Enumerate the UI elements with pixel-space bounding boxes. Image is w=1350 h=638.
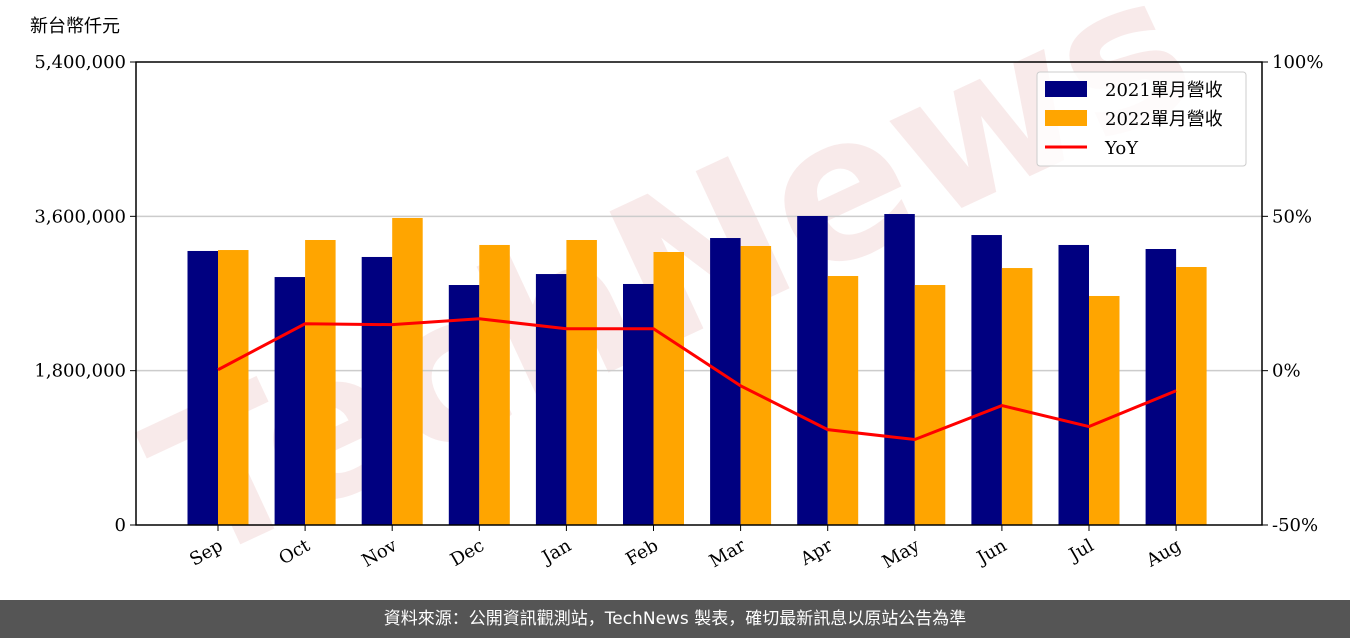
x-tick-label: Jul (1064, 535, 1098, 567)
x-tick-label: Feb (622, 535, 662, 570)
y-tick-label: 0 (115, 515, 126, 536)
x-tick-label: Apr (796, 535, 836, 570)
x-tick-label: Aug (1142, 535, 1185, 572)
legend-swatch (1045, 81, 1087, 97)
bar (274, 277, 306, 525)
bar (971, 235, 1002, 525)
bar (914, 285, 946, 525)
chart: 新台幣仟元 TechNews 01,800,0003,600,0005,400,… (30, 0, 1323, 600)
bar (566, 239, 597, 525)
y2-tick-label: 100% (1272, 52, 1323, 73)
legend-box (1036, 71, 1247, 167)
bar (797, 215, 828, 526)
bar (218, 250, 249, 525)
bar (305, 239, 336, 525)
bar (623, 283, 654, 525)
y2-tick-label: -50% (1272, 515, 1318, 536)
bar (392, 217, 423, 525)
bar (740, 245, 772, 525)
bar (1145, 249, 1177, 525)
x-tick-label: Jan (537, 535, 575, 569)
bar (361, 256, 393, 525)
legend-label: YoY (1104, 138, 1139, 159)
legend-swatch (1045, 110, 1087, 126)
y2-tick-label: 0% (1272, 361, 1301, 382)
bar (1058, 244, 1089, 525)
bar (653, 252, 684, 526)
bar (1176, 267, 1207, 525)
bar (479, 244, 510, 525)
y-tick-label: 5,400,000 (34, 52, 126, 73)
y-tick-label: 3,600,000 (34, 206, 126, 227)
y-tick-label: 1,800,000 (34, 361, 126, 382)
bar (187, 250, 218, 525)
x-tick-label: Dec (447, 535, 488, 571)
line (217, 317, 1177, 442)
legend-label: 2021單月營收 (1105, 80, 1223, 101)
plot-frame (135, 61, 1263, 526)
bar (827, 276, 859, 525)
y2-tick-label: 50% (1272, 206, 1312, 227)
footer: 資料來源：公開資訊觀測站，TechNews 製表，確切最新訊息以原站公告為準 (0, 600, 1350, 638)
y-axis-label: 新台幣仟元 (30, 16, 120, 37)
legend-label: 2022單月營收 (1105, 109, 1223, 130)
bar (884, 214, 915, 526)
bar (535, 274, 567, 525)
bar (1089, 295, 1120, 525)
x-tick-label: May (879, 535, 924, 573)
bar (448, 285, 480, 525)
bar (1001, 268, 1033, 525)
x-tick-label: Jun (972, 535, 1011, 570)
x-tick-label: Nov (358, 535, 401, 572)
x-tick-label: Mar (706, 535, 750, 572)
